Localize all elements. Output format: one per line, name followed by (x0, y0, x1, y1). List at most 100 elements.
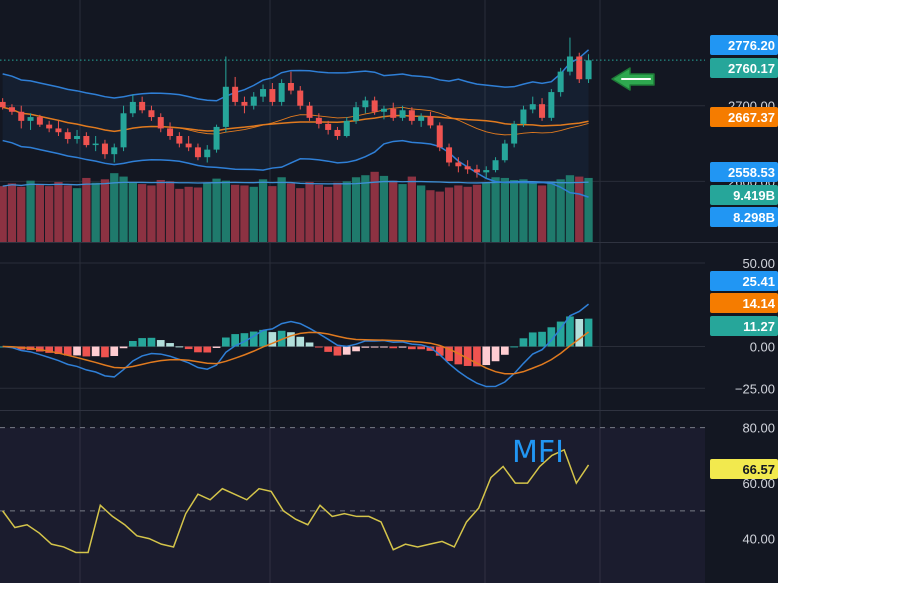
macd-histogram-bar (119, 346, 128, 349)
macd-histogram-bar (333, 346, 342, 356)
price-badge-lower-band-bg (710, 162, 778, 182)
volume-bar (82, 177, 91, 242)
candle-body (576, 56, 583, 80)
volume-bar (138, 184, 147, 242)
macd-line (2, 303, 590, 388)
volume-bar (547, 181, 556, 242)
candle-body (539, 104, 546, 118)
candle-body (464, 166, 471, 170)
candle-body (362, 100, 369, 108)
volume-bar (472, 184, 482, 242)
macd-histogram-bar (166, 343, 174, 347)
volume-bar (54, 182, 63, 242)
price-badge-upper-band-bg (710, 35, 778, 55)
candle-body (176, 136, 183, 144)
volume-bar (370, 171, 379, 242)
candle-body (92, 143, 99, 146)
mfi-band-background (0, 427, 705, 583)
macd-badge-histogram-bg (710, 316, 778, 336)
candle-body (111, 147, 118, 155)
candle-body (222, 86, 229, 127)
macd-tick-label: 50.00 (742, 256, 775, 271)
macd-histogram-bar (305, 342, 314, 347)
candle-body (548, 92, 555, 118)
candle-body (213, 126, 220, 150)
volume-bar (491, 177, 500, 242)
macd-histogram-bar (482, 346, 491, 366)
price-badge-moving-average: 2667.37 (710, 107, 778, 127)
volume-bar (407, 176, 416, 242)
macd-histogram-bar (203, 346, 212, 353)
macd-histogram-bar (240, 333, 249, 347)
macd-histogram-bar (370, 346, 379, 348)
volume-bar (175, 188, 184, 242)
macd-histogram-bar (463, 346, 472, 366)
price-layer (0, 37, 705, 198)
candle-body (557, 71, 564, 93)
volume-bar (417, 185, 426, 242)
volume-bar (361, 175, 370, 242)
price-badge-last-price-text: 2760.17 (728, 61, 775, 76)
candle-body (194, 147, 201, 158)
candle-body (343, 120, 350, 136)
candle-body (483, 170, 490, 173)
volume-bar (26, 180, 35, 242)
macd-histogram-bar (426, 346, 435, 351)
volume-bar (463, 186, 472, 242)
price-badge-upper-band-text: 2776.20 (728, 38, 775, 53)
macd-histogram-bar (528, 332, 537, 347)
volume-bar (212, 178, 221, 242)
volume-bar (510, 179, 519, 242)
macd-histogram-bar (212, 346, 221, 348)
volume-bar (537, 185, 547, 242)
candle-body (446, 147, 453, 163)
stock-chart: MFI 2700.002600.0050.000.00−25.0080.0060… (0, 0, 778, 583)
volume-badge-current: 9.419B (710, 185, 778, 205)
macd-badge-signal: 14.14 (710, 293, 778, 313)
volume-bar (556, 179, 565, 242)
macd-histogram-bar (231, 334, 239, 347)
volume-bar (0, 186, 7, 242)
volume-bar (519, 179, 528, 242)
volume-bar (444, 187, 454, 242)
bollinger-band-fill (2, 49, 589, 198)
macd-histogram-bar (547, 327, 556, 347)
volume-bar (333, 182, 342, 242)
volume-bar (249, 186, 258, 242)
candle-body (64, 132, 71, 140)
volume-bar (258, 179, 268, 242)
volume-bar (165, 181, 175, 242)
candle-body (353, 107, 360, 121)
macd-histogram-bar (556, 321, 565, 347)
volume-bar (528, 182, 537, 242)
price-badge-lower-band-text: 2558.53 (728, 165, 775, 180)
volume-bar (296, 188, 305, 242)
candle-body (260, 89, 267, 97)
macd-histogram-bar (249, 331, 258, 347)
candle-body (399, 110, 406, 118)
macd-histogram-bar (156, 340, 165, 347)
candle-body (36, 117, 43, 125)
volume-bar (231, 184, 240, 242)
candle-body (148, 110, 155, 118)
macd-badge-signal-text: 14.14 (742, 296, 775, 311)
volume-bar (35, 184, 44, 242)
macd-histogram-bar (129, 340, 137, 347)
macd-histogram-bar (82, 346, 91, 357)
candle-body (8, 107, 15, 112)
macd-histogram-bar (435, 346, 444, 356)
volume-bar (72, 188, 82, 242)
candle-body (529, 104, 536, 110)
macd-histogram-bar (538, 331, 546, 347)
bollinger-fill-layer (2, 49, 589, 198)
macd-tick-label: −25.00 (735, 381, 775, 396)
candle-body (371, 100, 378, 112)
macd-histogram-bar (101, 346, 109, 358)
candle-body (269, 89, 276, 102)
volume-bar (500, 177, 509, 242)
candle-body (185, 143, 192, 148)
macd-badge-histogram-text: 11.27 (743, 319, 775, 334)
macd-histogram-bar (342, 346, 351, 355)
candle-body (585, 60, 592, 80)
volume-bar (110, 173, 119, 242)
